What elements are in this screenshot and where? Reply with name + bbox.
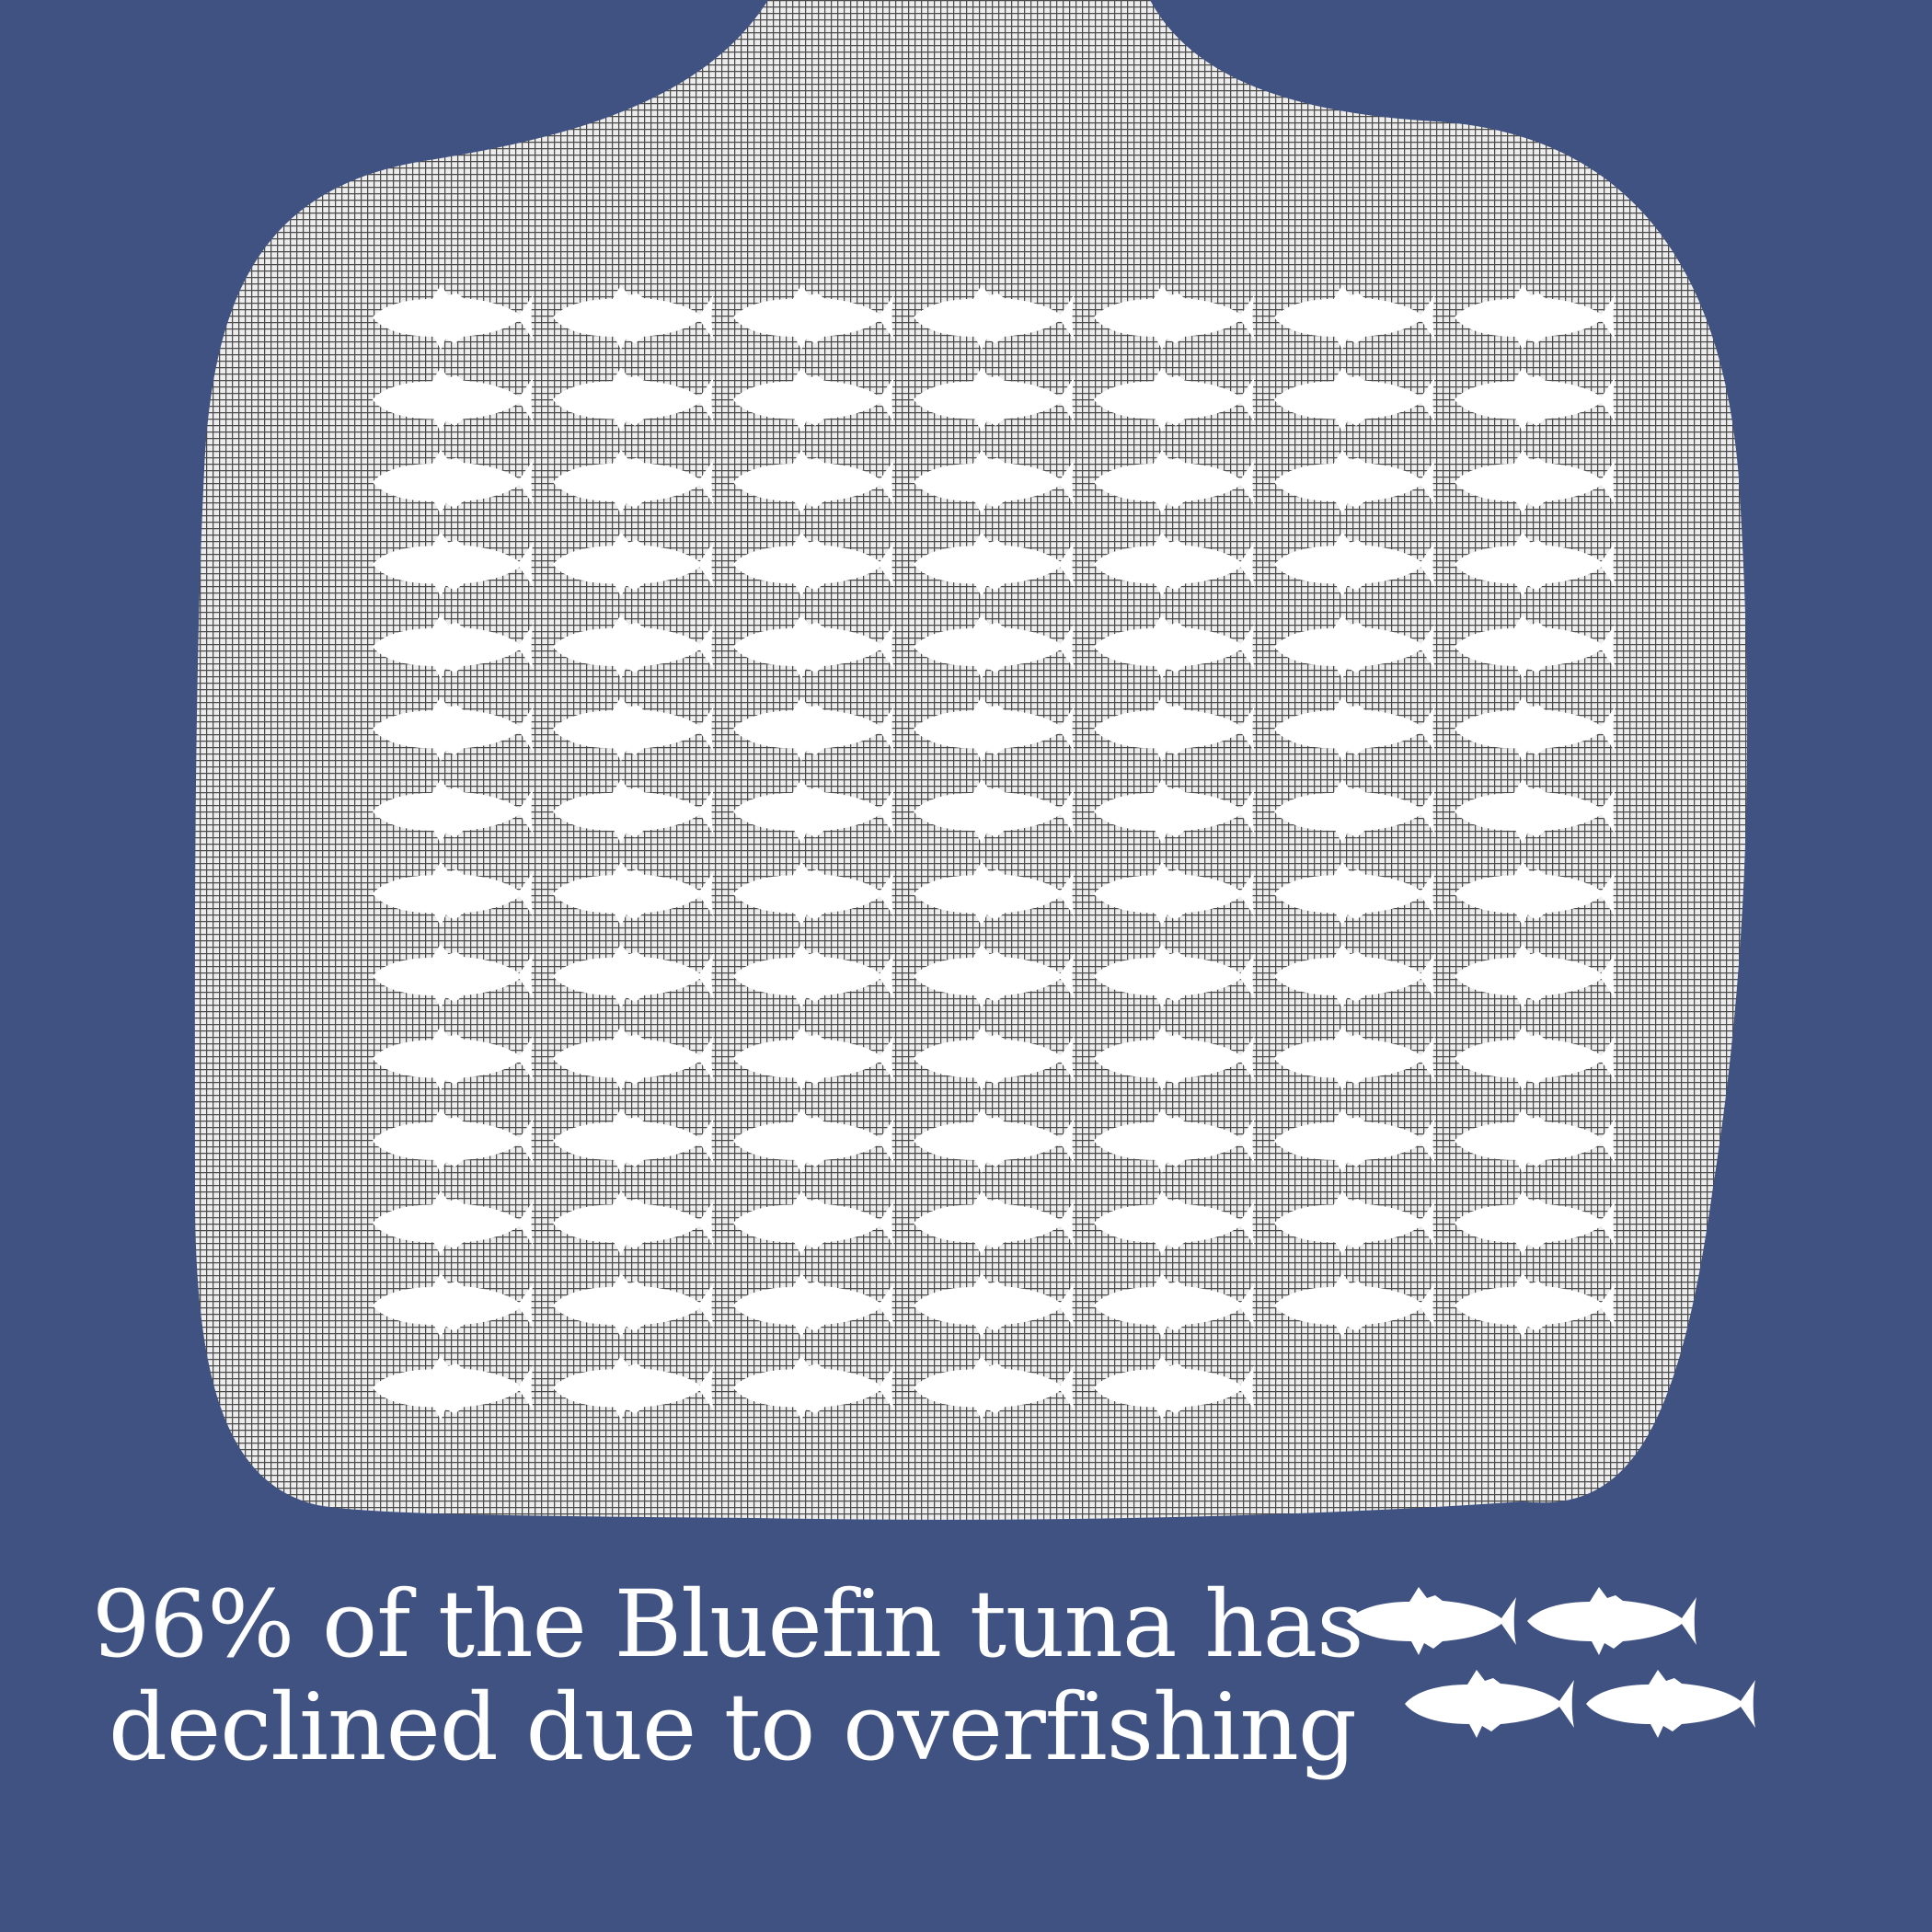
headline: 96% of the Bluefin tuna has declined due… xyxy=(92,1570,1364,1781)
headline-line-1: 96% of the Bluefin tuna has xyxy=(92,1570,1364,1678)
headline-line-2: declined due to overfishing xyxy=(109,1673,1357,1781)
